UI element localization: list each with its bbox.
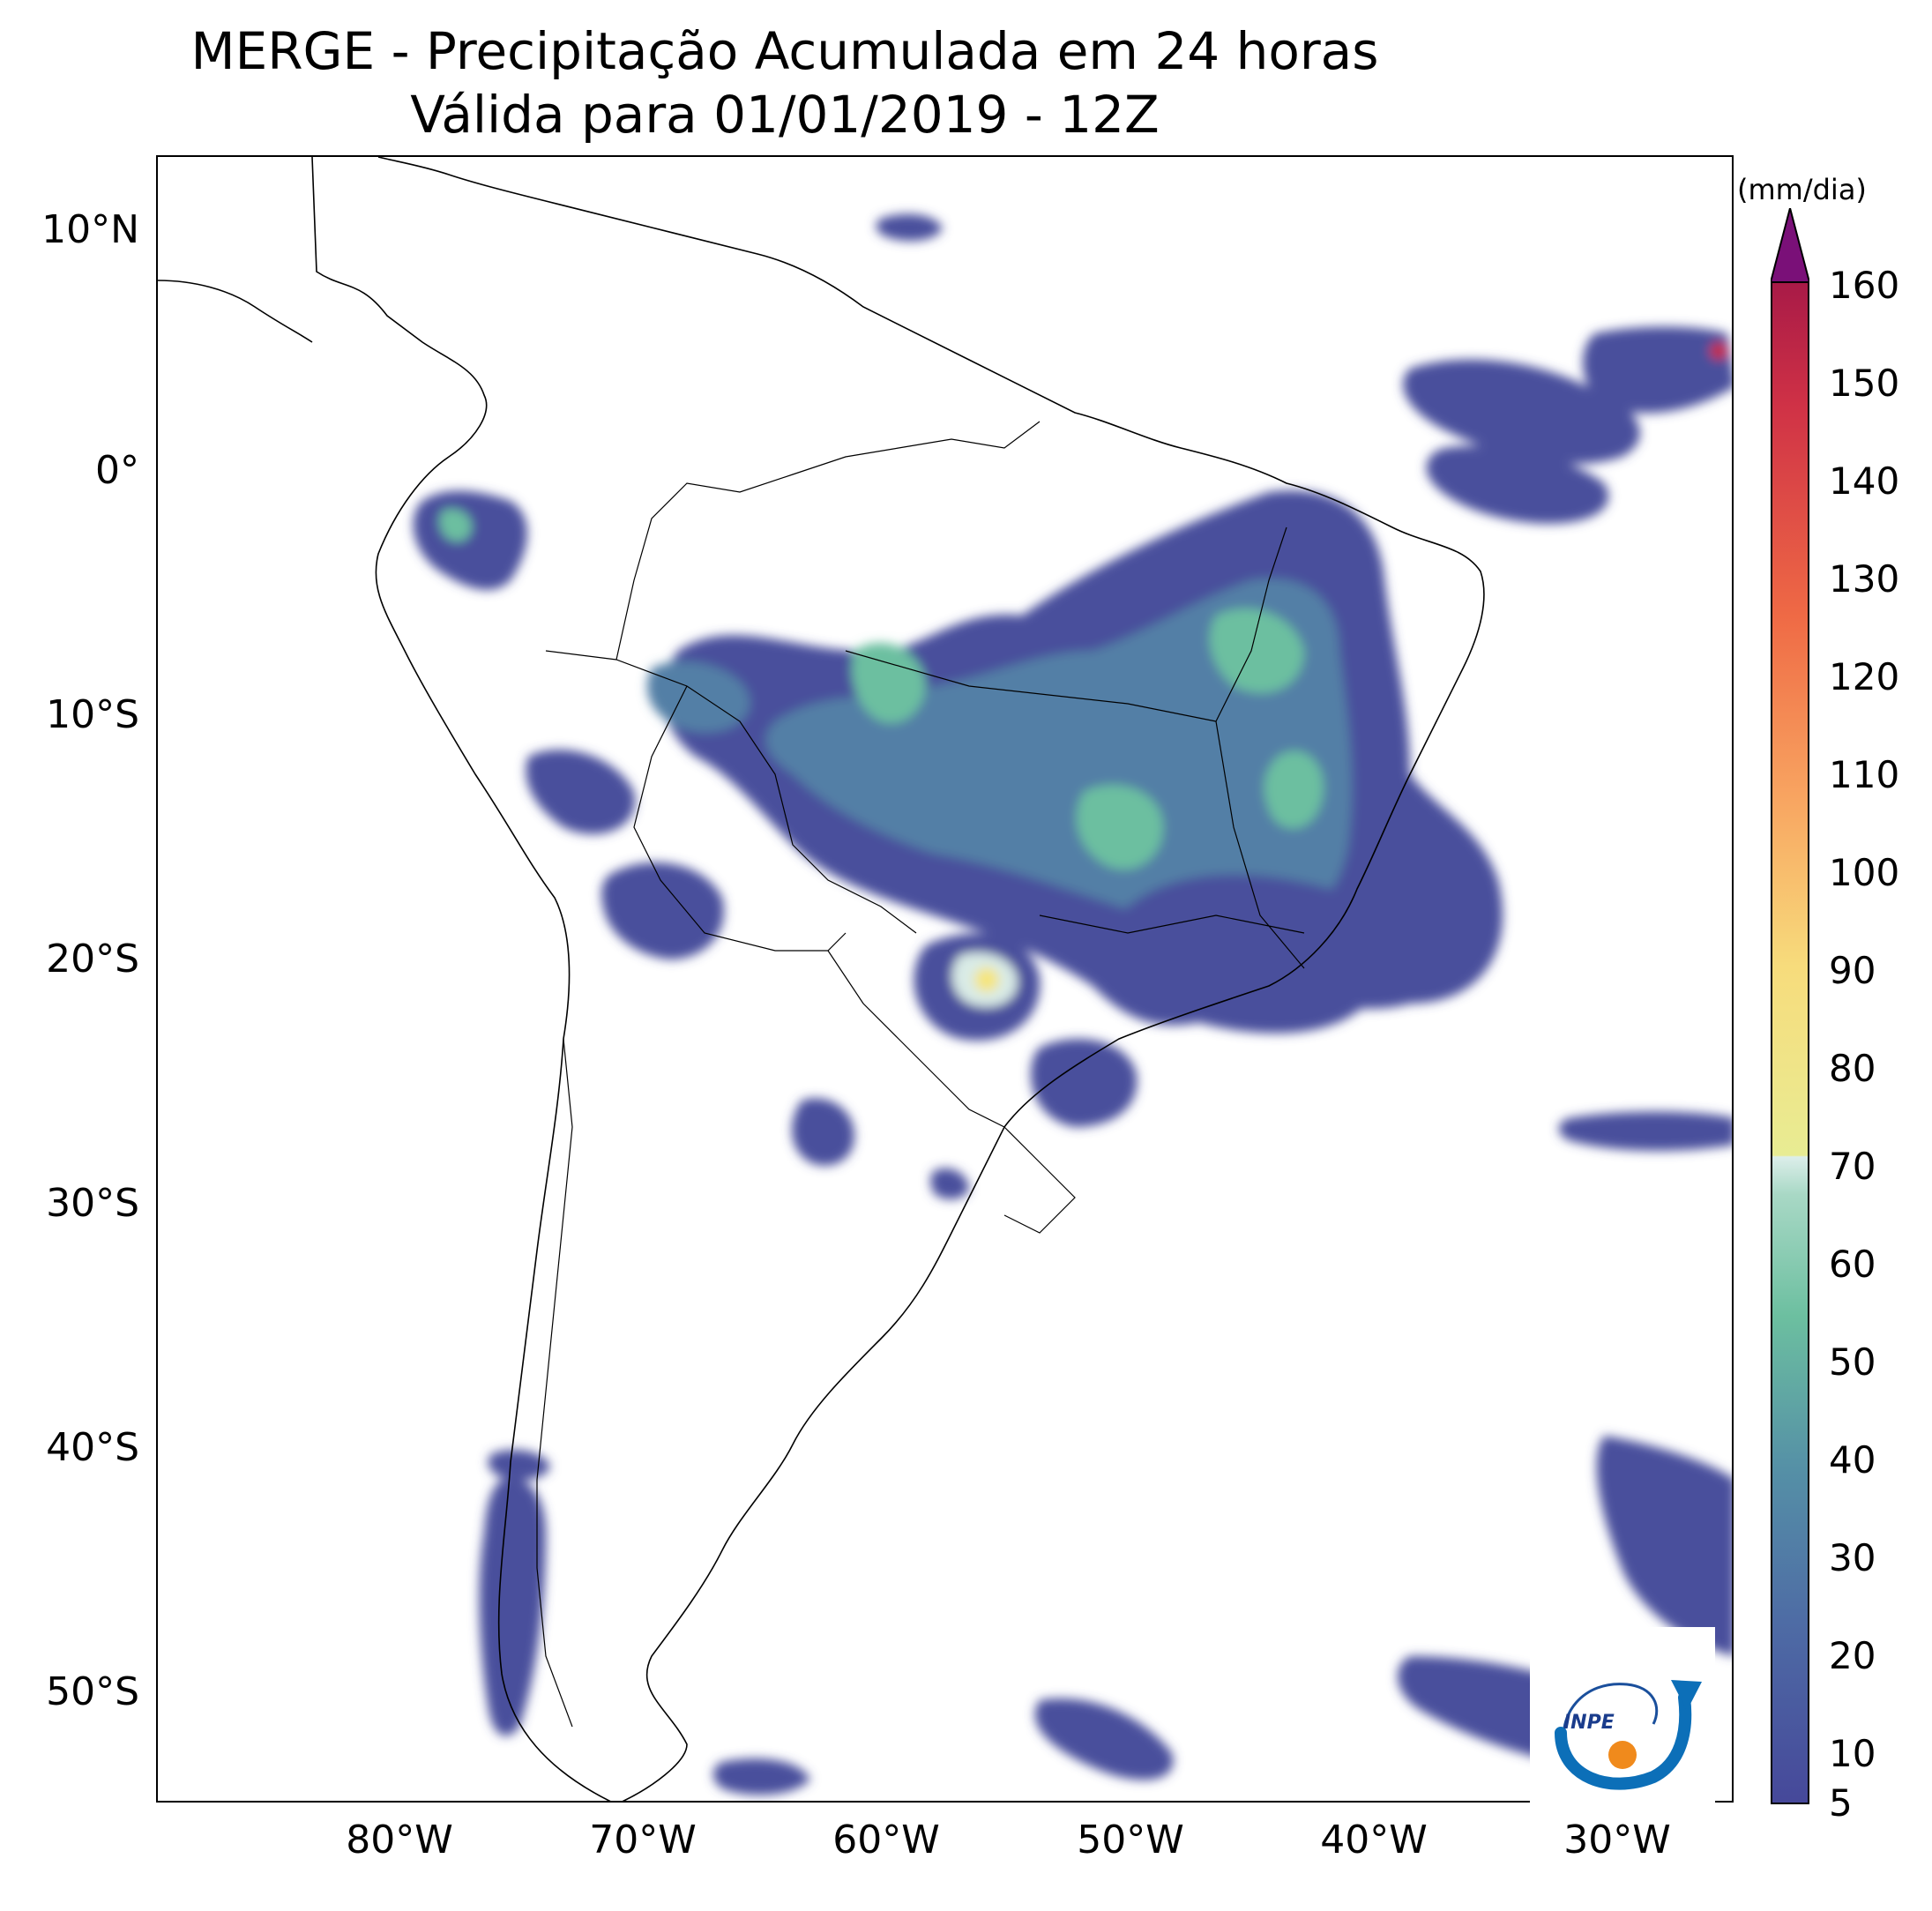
precip-green-1: [851, 643, 926, 723]
lat-tick-label: 30°S: [46, 1181, 139, 1226]
lon-tick-label: 70°W: [589, 1818, 697, 1862]
lon-tick-label: 50°W: [1077, 1818, 1184, 1862]
colorbar: [1771, 208, 1809, 1804]
precip-ms-peak: [974, 967, 999, 992]
precip-green-4: [1264, 750, 1324, 829]
lat-tick-label: 50°S: [46, 1669, 139, 1714]
colorbar-tick-label: 110: [1829, 753, 1900, 796]
precip-atlantic-south: [1596, 1436, 1732, 1656]
colorbar-tick-label: 100: [1829, 851, 1900, 894]
colorbar-tick-label: 150: [1829, 362, 1900, 405]
chart-title-line2: Válida para 01/01/2019 - 12Z: [410, 85, 1160, 145]
colorbar-tick-label: 5: [1829, 1781, 1853, 1825]
colorbar-tick-label: 10: [1829, 1732, 1876, 1775]
precip-bolivia: [601, 862, 724, 959]
precip-ecuador-core: [439, 509, 472, 542]
colorbar-tick-label: 60: [1829, 1243, 1876, 1286]
colorbar-tick-label: 20: [1829, 1634, 1876, 1677]
central-america-outline: [158, 280, 313, 343]
inpe-logo-icon: INPE: [1555, 1680, 1702, 1790]
precip-north-blob: [876, 213, 943, 242]
precip-south-3: [930, 1168, 969, 1199]
inpe-logo: INPE: [1530, 1627, 1715, 1803]
precip-chile: [479, 1478, 546, 1736]
precip-far-south: [712, 1758, 810, 1795]
precip-se-brazil: [1114, 874, 1382, 1034]
colorbar-unit-label: (mm/dia): [1737, 173, 1867, 206]
precip-atlantic-peak: [1710, 342, 1727, 360]
border-states-1: [845, 650, 1217, 722]
logo-text: INPE: [1563, 1712, 1615, 1734]
colorbar-extend-triangle: [1771, 208, 1809, 283]
colorbar-tick-label: 120: [1829, 655, 1900, 698]
precip-atlantic-ne2: [1426, 445, 1609, 524]
lon-tick-label: 80°W: [346, 1818, 453, 1862]
colorbar-tick-label: 80: [1829, 1047, 1876, 1090]
border-argentina-chile: [536, 1038, 573, 1728]
country-borders: [536, 421, 1305, 1728]
precip-south-1: [1031, 1039, 1138, 1127]
border-uruguay: [1003, 1126, 1076, 1234]
chart-title-line1: MERGE - Precipitação Acumulada em 24 hor…: [190, 21, 1379, 81]
border-states-4: [1039, 914, 1305, 934]
lon-tick-label: 60°W: [832, 1818, 940, 1862]
precip-atlantic-far-ne: [1583, 326, 1732, 414]
precip-atlantic-mid: [1558, 1111, 1732, 1151]
precip-ecuador: [413, 490, 527, 590]
lat-tick-label: 40°S: [46, 1425, 139, 1470]
precip-green-2: [1209, 608, 1304, 693]
precip-patagonia-sea: [1034, 1698, 1174, 1780]
lat-tick-label: 0°: [95, 448, 139, 493]
colorbar-tick-label: 30: [1829, 1536, 1876, 1579]
precip-amazon-core: [765, 579, 1353, 933]
border-states-2: [1215, 720, 1305, 969]
precipitation-map: [158, 157, 1732, 1801]
precip-chile-north: [488, 1449, 550, 1481]
colorbar-tick-label: 160: [1829, 264, 1900, 307]
precip-peru: [526, 750, 636, 834]
colorbar-tick-label: 130: [1829, 557, 1900, 601]
precip-south-2: [792, 1098, 854, 1166]
colorbar-tick-label: 70: [1829, 1145, 1876, 1188]
colorbar-tick-label: 140: [1829, 459, 1900, 503]
border-bolivia: [633, 685, 847, 952]
precip-atlantic-ne: [1403, 359, 1640, 465]
colorbar-tick-label: 50: [1829, 1340, 1876, 1384]
border-brazil-west: [545, 650, 917, 934]
coastline: [158, 157, 1485, 1801]
border-states-3: [1215, 526, 1287, 722]
border-paraguay: [827, 950, 1005, 1128]
lon-tick-label: 30°W: [1563, 1818, 1671, 1862]
colorbar-gradient: [1771, 281, 1809, 1804]
lat-tick-label: 10°N: [41, 207, 139, 252]
lat-tick-label: 10°S: [46, 692, 139, 737]
lat-tick-label: 20°S: [46, 937, 139, 982]
south-america-outline: [311, 157, 1485, 1801]
map-area: [156, 155, 1734, 1803]
precip-green-3: [1076, 785, 1163, 870]
colorbar-tick-label: 40: [1829, 1438, 1876, 1482]
precipitation-fields: [413, 213, 1732, 1795]
border-brazil-north: [615, 421, 1041, 661]
lon-tick-label: 40°W: [1320, 1818, 1428, 1862]
colorbar-tick-label: 90: [1829, 949, 1876, 992]
